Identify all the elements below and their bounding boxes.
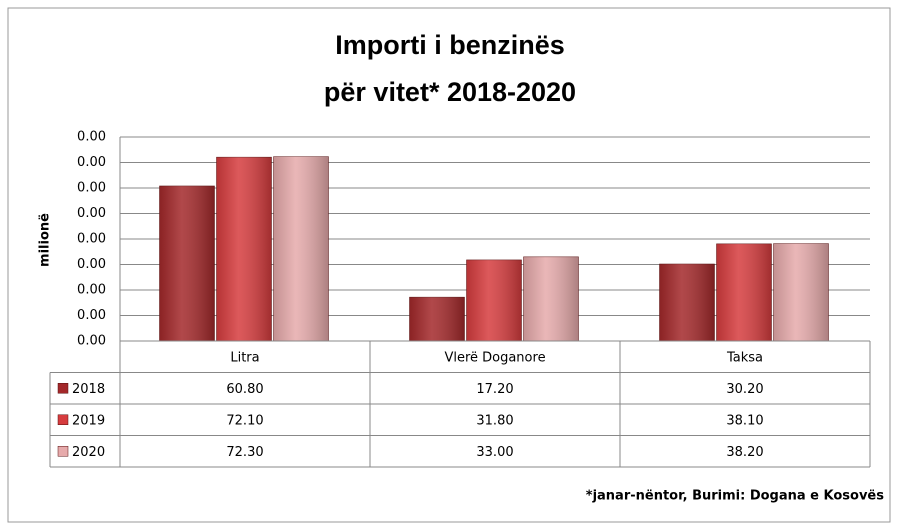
legend-label: 2019 <box>72 413 105 428</box>
table-value: 38.10 <box>726 413 763 428</box>
y-tick-label: 0.00 <box>77 155 106 170</box>
y-tick-label: 0.00 <box>77 308 106 323</box>
chart-title: për vitet* 2018-2020 <box>324 77 576 107</box>
table-value: 31.80 <box>476 413 513 428</box>
x-tick-label: Taksa <box>726 350 763 365</box>
y-tick-label: 0.00 <box>77 130 106 145</box>
legend-label: 2018 <box>72 382 105 397</box>
table-value: 33.00 <box>476 445 513 460</box>
bar-shade <box>773 243 829 341</box>
bar-shade <box>216 157 272 341</box>
table-value: 72.10 <box>226 413 263 428</box>
y-tick-label: 0.00 <box>77 257 106 272</box>
y-tick-label: 0.00 <box>77 232 106 247</box>
bar-shade <box>409 297 465 341</box>
x-tick-label: Litra <box>230 350 259 365</box>
bar-shade <box>716 243 772 341</box>
table-value: 30.20 <box>726 382 763 397</box>
legend-key <box>57 446 69 457</box>
table-value: 60.80 <box>226 382 263 397</box>
y-tick-label: 0.00 <box>77 181 106 196</box>
table-value: 17.20 <box>476 382 513 397</box>
bar-shade <box>466 259 522 341</box>
bar-shade <box>523 256 579 341</box>
y-tick-label: 0.00 <box>77 334 106 349</box>
legend-key <box>57 383 69 394</box>
y-axis-label: milionë <box>38 213 53 267</box>
table-value: 38.20 <box>726 445 763 460</box>
bar-shade <box>659 263 715 341</box>
legend-key <box>57 414 69 425</box>
footnote: *janar-nëntor, Burimi: Dogana e Kosovës <box>586 489 884 504</box>
legend-label: 2020 <box>72 445 105 460</box>
x-tick-label: Vlerë Doganore <box>444 350 545 365</box>
y-tick-label: 0.00 <box>77 206 106 221</box>
bar-shade <box>273 156 329 341</box>
chart-title: Importi i benzinës <box>335 30 565 60</box>
bar-shade <box>159 185 215 341</box>
y-tick-label: 0.00 <box>77 283 106 298</box>
table-value: 72.30 <box>226 445 263 460</box>
